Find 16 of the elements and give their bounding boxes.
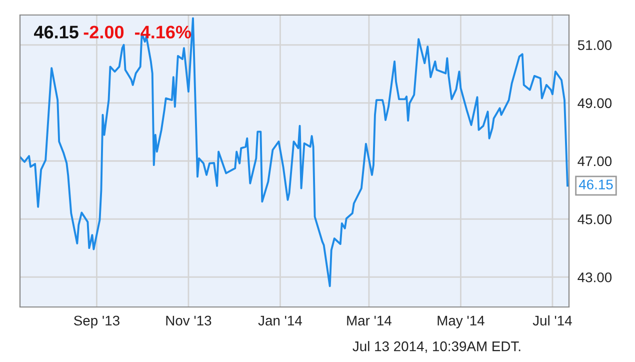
annotation: 46.15: [578, 180, 613, 190]
x-tick-label: Nov '13: [166, 316, 212, 326]
y-tick-label: 51.00: [578, 40, 612, 50]
y-tick-label: 45.00: [578, 214, 612, 224]
y-tick-label: 47.00: [578, 156, 612, 166]
text: Jul 13 2014, 10:39AM EDT.: [352, 341, 520, 353]
chart-title: 46.15: [34, 26, 78, 38]
x-tick-label: Mar '14: [347, 316, 392, 326]
chart-subtitle: -2.00 -4.16%: [84, 26, 192, 38]
x-tick-label: Sep '13: [74, 316, 120, 328]
x-tick-label: Jan '14: [258, 316, 302, 326]
y-tick-label: 49.00: [578, 98, 612, 108]
x-tick-label: May '14: [438, 316, 484, 328]
y-tick-label: 43.00: [578, 272, 612, 282]
line-series: [20, 17, 568, 288]
x-tick-label: Jul '14: [532, 315, 572, 326]
